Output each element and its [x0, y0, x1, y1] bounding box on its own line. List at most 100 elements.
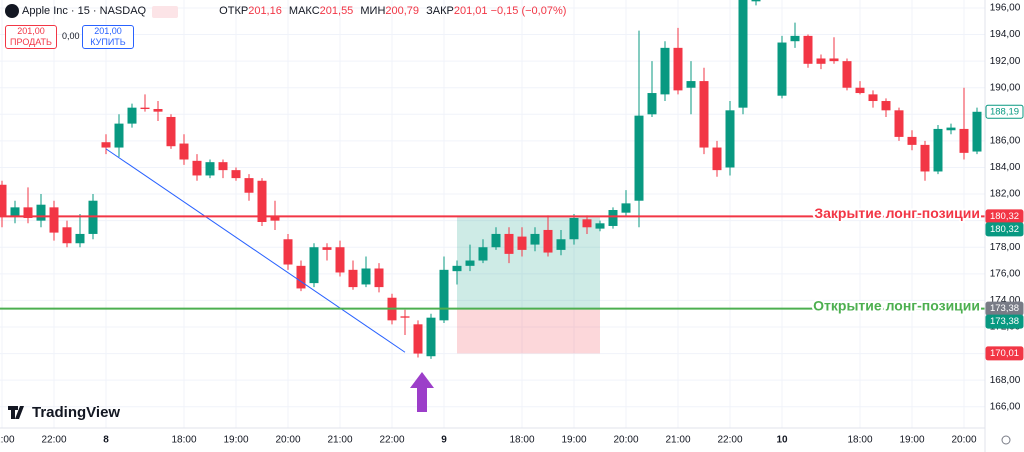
candle-body	[478, 247, 488, 261]
y-tick-label: 192,00	[990, 56, 1021, 67]
x-tick-label: 19:00	[899, 435, 924, 446]
candle-body	[36, 204, 46, 221]
candle-body	[933, 128, 943, 172]
price-tag-label: 173,38	[990, 316, 1019, 327]
y-tick-label: 168,00	[990, 375, 1021, 386]
x-tick-label: 8	[103, 435, 109, 446]
candle-body	[868, 94, 878, 102]
ohlc-label: МИН	[360, 5, 386, 17]
sell-label: ПРОДАТЬ	[10, 37, 52, 47]
candle-body	[582, 219, 592, 228]
x-tick-label: 19:00	[223, 435, 248, 446]
candle-body	[530, 233, 540, 245]
spread: 0,00	[62, 31, 80, 41]
settings-icon[interactable]	[1001, 435, 1011, 445]
candle-body	[738, 0, 748, 108]
price-tag-label: 180,32	[990, 224, 1019, 235]
x-tick-label: 19:00	[561, 435, 586, 446]
candle-body	[660, 47, 670, 95]
candle-body	[842, 61, 852, 88]
candle-body	[0, 184, 7, 217]
x-tick-label: 18:00	[171, 435, 196, 446]
candle-body	[270, 216, 280, 221]
price-tag	[985, 346, 1024, 361]
candle-body	[920, 144, 930, 172]
candle-body	[218, 162, 228, 171]
loss-zone	[457, 308, 600, 354]
candle-body	[816, 58, 826, 64]
logo: TradingView	[32, 404, 120, 421]
x-tick-label: 10	[776, 435, 788, 446]
sell-button[interactable]: 201,00 ПРОДАТЬ	[5, 25, 57, 49]
candle-body	[413, 324, 423, 354]
candle-body	[75, 233, 85, 244]
candle-body	[647, 93, 657, 115]
header: Apple Inc · 15 · NASDAQ ОТКР201,16 МАКС2…	[22, 5, 566, 17]
status-icon	[152, 6, 178, 18]
x-tick-label: 21:00	[327, 435, 352, 446]
x-tick-label: 22:00	[41, 435, 66, 446]
y-tick-label: 194,00	[990, 29, 1021, 40]
symbol: Apple Inc · 15 · NASDAQ	[22, 5, 147, 17]
y-tick-label: 174,00	[990, 295, 1021, 306]
symbol-icon	[5, 4, 19, 18]
candle-body	[543, 229, 553, 253]
candle-body	[465, 260, 475, 266]
ohlc-label: МАКС	[288, 5, 320, 17]
ohlc-value: 201,55	[319, 5, 354, 17]
y-tick-label: 184,00	[990, 162, 1021, 173]
price-tag-label: 170,01	[990, 348, 1019, 359]
ohlc-value: 201,01	[453, 5, 488, 17]
candle-body	[517, 236, 527, 250]
candle-body	[296, 265, 306, 289]
y-tick-label: 182,00	[990, 189, 1021, 200]
y-tick-label: 176,00	[990, 268, 1021, 279]
trendline	[105, 148, 406, 353]
candle-body	[205, 162, 215, 176]
candle-body	[881, 101, 891, 111]
price-tag-label: 173,38	[990, 303, 1019, 314]
candle-body	[907, 136, 917, 145]
candle-body	[244, 178, 254, 193]
candle-body	[686, 81, 696, 88]
arrow	[410, 372, 434, 412]
line-label: Открытие лонг-позиции	[813, 297, 980, 313]
plot: Закрытие лонг-позиции Открытие лонг-позиц…	[0, 0, 985, 428]
candle-body	[335, 247, 345, 273]
candle-body	[712, 147, 722, 171]
candle-body	[10, 207, 20, 217]
x-tick-label: 21:00	[0, 435, 15, 446]
candle-body	[49, 207, 59, 233]
logo-mark	[8, 406, 24, 419]
candle-body	[803, 35, 813, 64]
y-tick-label: 166,00	[990, 401, 1021, 412]
y-tick-label: 190,00	[990, 82, 1021, 93]
buy-label: КУПИТЬ	[90, 37, 126, 47]
candle-body	[361, 268, 371, 285]
x-tick-label: 21:00	[665, 435, 690, 446]
candle-body	[452, 265, 462, 272]
sell-price: 201,00	[17, 26, 45, 36]
candle-body	[426, 317, 436, 357]
price-tag	[985, 104, 1024, 119]
candle-body	[23, 207, 33, 218]
candle-body	[231, 170, 241, 179]
change: −0,15 (−0,07%)	[490, 5, 567, 17]
candle-body	[374, 268, 384, 288]
price-tag	[985, 222, 1024, 237]
candle-body	[621, 203, 631, 213]
x-tick-label: 9	[441, 435, 447, 446]
candle-body	[634, 115, 644, 201]
candle-body	[777, 42, 787, 96]
candle-body	[283, 239, 293, 265]
buy-button[interactable]: 201,00 КУПИТЬ	[82, 25, 134, 49]
x-tick-label: 18:00	[847, 435, 872, 446]
y-tick-label: 178,00	[990, 242, 1021, 253]
price-tag-label: 180,32	[990, 211, 1019, 222]
price-tag-label: 188,19	[990, 106, 1019, 117]
candle-body	[322, 247, 332, 250]
price-tag	[985, 314, 1024, 329]
candle-body	[127, 107, 137, 124]
candle-body	[400, 316, 410, 318]
